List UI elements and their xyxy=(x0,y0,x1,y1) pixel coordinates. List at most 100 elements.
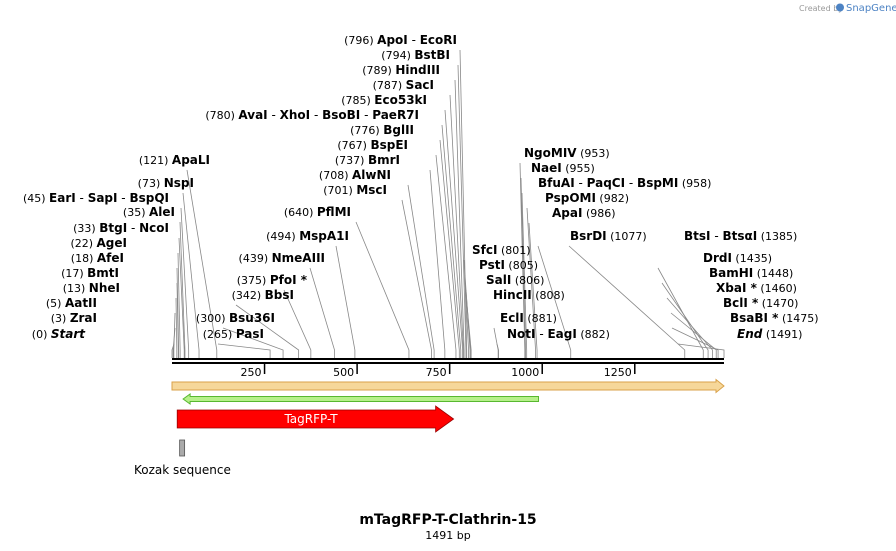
site-label-agei[interactable]: (22) AgeI xyxy=(70,236,127,250)
site-label-nhei[interactable]: (13) NheI xyxy=(63,281,120,295)
site-label-pasi[interactable]: (265) PasI xyxy=(203,327,264,341)
leader-line-bmri xyxy=(429,169,446,358)
sequence-title: mTagRFP-T-Clathrin-15 xyxy=(359,512,536,528)
tick-label-500: 500 xyxy=(333,366,354,379)
site-label-naei[interactable]: NaeI (955) xyxy=(531,161,595,175)
site-label-pflmi[interactable]: (640) PflMI xyxy=(284,205,351,219)
site-label-pspomi[interactable]: PspOMI (982) xyxy=(545,191,629,205)
site-label-nmeaiii[interactable]: (439) NmeAIII xyxy=(239,251,325,265)
site-label-saci[interactable]: (787) SacI xyxy=(373,78,434,92)
site-label-eari[interactable]: (45) EarI - SapI - BspQI xyxy=(23,191,169,205)
site-label-start[interactable]: (0) Start xyxy=(32,327,86,341)
leader-line-noti xyxy=(496,343,499,358)
leader-line-bsrdi xyxy=(537,245,572,358)
site-label-bbsi[interactable]: (342) BbsI xyxy=(232,288,294,302)
leader-line-afei xyxy=(176,267,180,358)
site-label-apali[interactable]: (121) ApaLI xyxy=(139,153,210,167)
site-label-msci[interactable]: (701) MscI xyxy=(323,183,387,197)
site-label-btgi[interactable]: (33) BtgI - NcoI xyxy=(73,221,169,235)
site-label-aatii[interactable]: (5) AatII xyxy=(46,296,97,310)
leader-line-aatii xyxy=(173,312,176,358)
site-label-sfci[interactable]: SfcI (801) xyxy=(472,243,531,257)
leader-line-agei xyxy=(177,252,181,358)
site-labels: (0) Start (3) ZraI(5) AatII(13) NheI(17) … xyxy=(23,33,819,341)
tick-label-1250: 1250 xyxy=(604,366,632,379)
site-label-bamhi[interactable]: BamHI (1448) xyxy=(709,266,793,280)
leader-line-apoi xyxy=(459,49,468,358)
site-label-bfuai[interactable]: BfuAI - PaqCI - BspMI (958) xyxy=(538,176,711,190)
site-label-btsi[interactable]: BtsI - BtsαI (1385) xyxy=(684,229,797,243)
site-label-bstbi[interactable]: (794) BstBI xyxy=(381,48,450,62)
tick-label-250: 250 xyxy=(241,366,262,379)
tick-label-750: 750 xyxy=(426,366,447,379)
leader-line-alwni xyxy=(407,184,435,358)
leader-line-bfuai xyxy=(521,192,528,358)
leader-line-bcli xyxy=(670,312,717,358)
site-label-apai[interactable]: ApaI (986) xyxy=(552,206,616,220)
snapgene-credit[interactable]: Created by SnapGene xyxy=(799,3,896,14)
leader-line-bbsi xyxy=(235,304,300,358)
tagrfp-t-feature[interactable] xyxy=(176,405,455,433)
site-label-hincii[interactable]: HincII (808) xyxy=(493,288,565,302)
leader-line-nspi xyxy=(182,192,200,358)
site-label-ecli[interactable]: EclI (881) xyxy=(500,311,557,325)
leader-line-pasi xyxy=(217,343,271,358)
site-label-drdi[interactable]: DrdI (1435) xyxy=(703,251,772,265)
site-label-bglii[interactable]: (776) BglII xyxy=(350,123,414,137)
site-label-sali[interactable]: SalI (806) xyxy=(486,273,544,287)
leader-line-avai xyxy=(441,124,462,358)
site-label-bsrdi[interactable]: BsrDI (1077) xyxy=(570,229,647,243)
leader-line-bspei xyxy=(435,154,457,358)
site-label-pfoi[interactable]: (375) PfoI * xyxy=(237,273,308,287)
site-label-eco53ki[interactable]: (785) Eco53kI xyxy=(341,93,427,107)
sequence-length: 1491 bp xyxy=(425,529,470,542)
site-label-bsu36i[interactable]: (300) Bsu36I xyxy=(196,311,275,325)
leader-line-ecli xyxy=(493,327,499,358)
feature-track: TagRFP-T Kozak sequence xyxy=(134,378,725,477)
site-label-afei[interactable]: (18) AfeI xyxy=(71,251,124,265)
site-label-bcli[interactable]: BclI * (1470) xyxy=(723,296,798,310)
site-label-bspei[interactable]: (767) BspEI xyxy=(337,138,408,152)
leader-line-pspomi xyxy=(526,207,536,358)
leader-line-pflmi xyxy=(355,221,410,358)
leader-line-bsabi xyxy=(671,327,719,358)
site-label-alwni[interactable]: (708) AlwNI xyxy=(319,168,391,182)
tagrfp-t-label: TagRFP-T xyxy=(283,412,338,426)
green-region-arrow[interactable] xyxy=(182,393,540,405)
site-label-noti[interactable]: NotI - EagI (882) xyxy=(507,327,610,341)
site-leader-lines xyxy=(171,49,725,358)
site-label-xbai[interactable]: XbaI * (1460) xyxy=(716,281,797,295)
leader-line-pfoi xyxy=(283,289,312,358)
site-label-bmti[interactable]: (17) BmtI xyxy=(61,266,119,280)
snapgene-brand: SnapGene xyxy=(846,3,896,14)
leader-line-ngomiv xyxy=(519,162,526,358)
site-label-mspa1i[interactable]: (494) MspA1I xyxy=(266,229,349,243)
leader-line-msci xyxy=(401,199,432,358)
leader-line-btsi xyxy=(568,245,686,358)
leader-line-hincii xyxy=(466,304,472,358)
orange-region-arrow[interactable] xyxy=(171,378,725,394)
leader-line-hindiii xyxy=(454,79,465,358)
site-label-end[interactable]: End (1491) xyxy=(737,327,802,341)
leader-line-naei xyxy=(520,177,526,358)
leader-line-apai xyxy=(528,222,538,358)
site-label-nspi[interactable]: (73) NspI xyxy=(138,176,194,190)
site-label-bmri[interactable]: (737) BmrI xyxy=(335,153,400,167)
site-label-apoi[interactable]: (796) ApoI - EcoRI xyxy=(344,33,457,47)
leader-line-bstbi xyxy=(457,64,467,358)
ruler-ticks: 250 500 750 1000 1250 xyxy=(241,364,636,379)
site-label-zrai[interactable]: (3) ZraI xyxy=(51,311,97,325)
site-label-psti[interactable]: PstI (805) xyxy=(479,258,538,272)
tick-label-1000: 1000 xyxy=(511,366,539,379)
kozak-label: Kozak sequence xyxy=(134,463,231,477)
dna-backbone xyxy=(172,358,724,364)
snapgene-logo-icon xyxy=(836,3,844,12)
site-label-avai[interactable]: (780) AvaI - XhoI - BsoBI - PaeR7I xyxy=(205,108,419,122)
site-label-alei[interactable]: (35) AleI xyxy=(123,205,175,219)
kozak-feature[interactable] xyxy=(179,439,186,457)
site-label-bsabi[interactable]: BsaBI * (1475) xyxy=(730,311,819,325)
site-label-ngomiv[interactable]: NgoMIV (953) xyxy=(524,146,610,160)
site-label-hindiii[interactable]: (789) HindIII xyxy=(362,63,440,77)
leader-line-nhei xyxy=(175,297,178,358)
